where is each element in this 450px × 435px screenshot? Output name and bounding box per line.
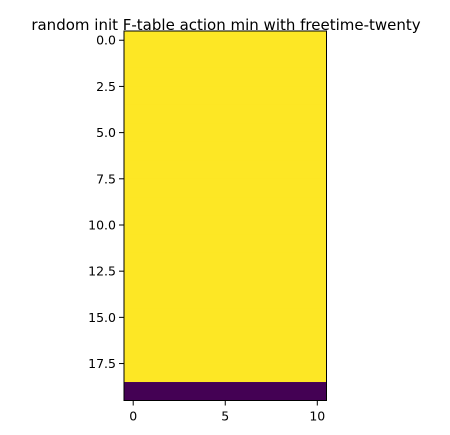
heatmap-row-3 [124, 86, 327, 106]
y-tick-label: 10.0 [88, 217, 116, 232]
heatmap-row-16 [124, 326, 327, 346]
y-tick-label: 15.0 [88, 310, 116, 325]
heatmap-row-0 [124, 31, 327, 50]
x-tick-label: 10 [309, 409, 325, 424]
y-axis: 0.0 2.5 5.0 7.5 10.0 12.5 15.0 17.5 [88, 33, 124, 371]
y-tick-label: 7.5 [96, 171, 116, 186]
heatmap-row-18 [124, 363, 327, 383]
heatmap-row-4 [124, 104, 327, 124]
heatmap-row-10 [124, 215, 327, 235]
heatmap-row-13 [124, 271, 327, 291]
heatmap-row-2 [124, 67, 327, 87]
heatmap-row-19 [124, 382, 327, 401]
heatmap-row-5 [124, 123, 327, 143]
heatmap-cells [124, 31, 327, 401]
y-tick-label: 5.0 [96, 125, 116, 140]
y-tick-label: 12.5 [88, 264, 116, 279]
heatmap-row-6 [124, 141, 327, 161]
x-tick-label: 0 [129, 409, 137, 424]
heatmap-row-17 [124, 345, 327, 364]
y-tick-label: 0.0 [96, 33, 116, 48]
heatmap-row-1 [124, 49, 327, 69]
y-tick-label: 2.5 [96, 79, 116, 94]
heatmap-row-9 [124, 197, 327, 217]
heatmap-row-15 [124, 308, 327, 327]
chart-title: random init F-table action min with free… [31, 16, 420, 34]
heatmap-row-7 [124, 160, 327, 180]
heatmap-row-8 [124, 178, 327, 198]
y-tick-label: 17.5 [88, 356, 116, 371]
heatmap-row-12 [124, 252, 327, 272]
heatmap-row-14 [124, 289, 327, 309]
x-axis: 0 5 10 [129, 400, 325, 424]
x-tick-label: 5 [221, 409, 229, 424]
heatmap-row-11 [124, 234, 327, 254]
